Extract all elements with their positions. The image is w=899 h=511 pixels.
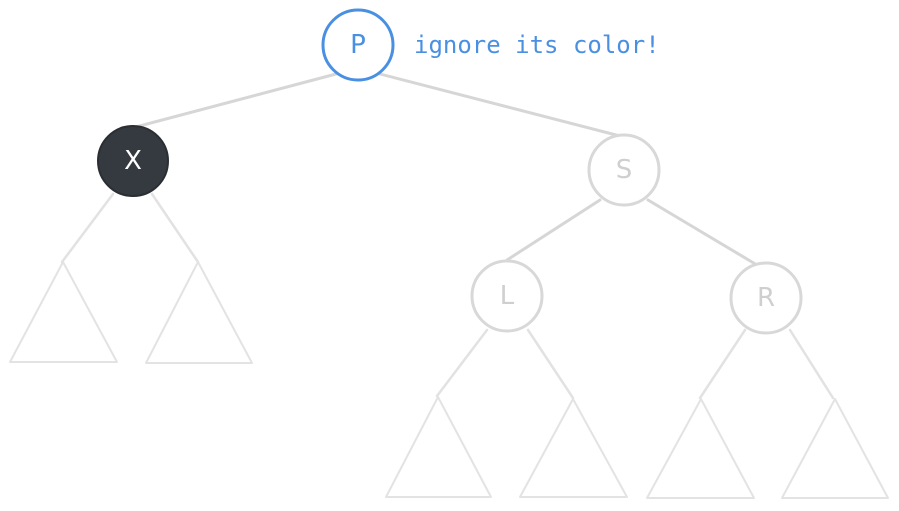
node-r-label: R: [757, 283, 775, 313]
edge-l-right: [526, 328, 575, 400]
edge-p-x: [130, 72, 338, 130]
node-l: L: [470, 259, 544, 333]
subtrees: [9, 261, 889, 499]
edge-r-right: [788, 328, 835, 400]
annotation-text: ignore its color!: [414, 31, 660, 59]
node-p-label: P: [350, 30, 366, 60]
subtree-x-left: [9, 261, 118, 363]
node-r-circle: [729, 261, 803, 335]
edges: [60, 72, 835, 400]
edge-s-l: [505, 198, 602, 262]
node-p: P: [321, 8, 395, 82]
subtree-x-right: [145, 261, 253, 364]
edge-x-right: [150, 192, 200, 264]
node-s: S: [587, 133, 661, 207]
edge-p-s: [378, 72, 622, 138]
edge-x-left: [60, 192, 115, 264]
subtree-l-right: [519, 398, 628, 498]
node-x-circle: [97, 125, 169, 197]
node-s-circle: [587, 133, 661, 207]
node-r: R: [729, 261, 803, 335]
subtree-l-left: [385, 396, 492, 498]
node-l-circle: [470, 259, 544, 333]
node-x: X: [97, 125, 169, 197]
node-x-label: X: [124, 146, 142, 176]
edge-l-left: [435, 328, 489, 398]
node-l-label: L: [500, 281, 515, 311]
node-s-label: S: [616, 155, 633, 185]
subtree-r-right: [781, 398, 889, 499]
subtree-r-left: [646, 398, 755, 499]
edge-r-left: [698, 328, 747, 400]
node-p-circle: [321, 8, 395, 82]
edge-s-r: [646, 198, 764, 270]
